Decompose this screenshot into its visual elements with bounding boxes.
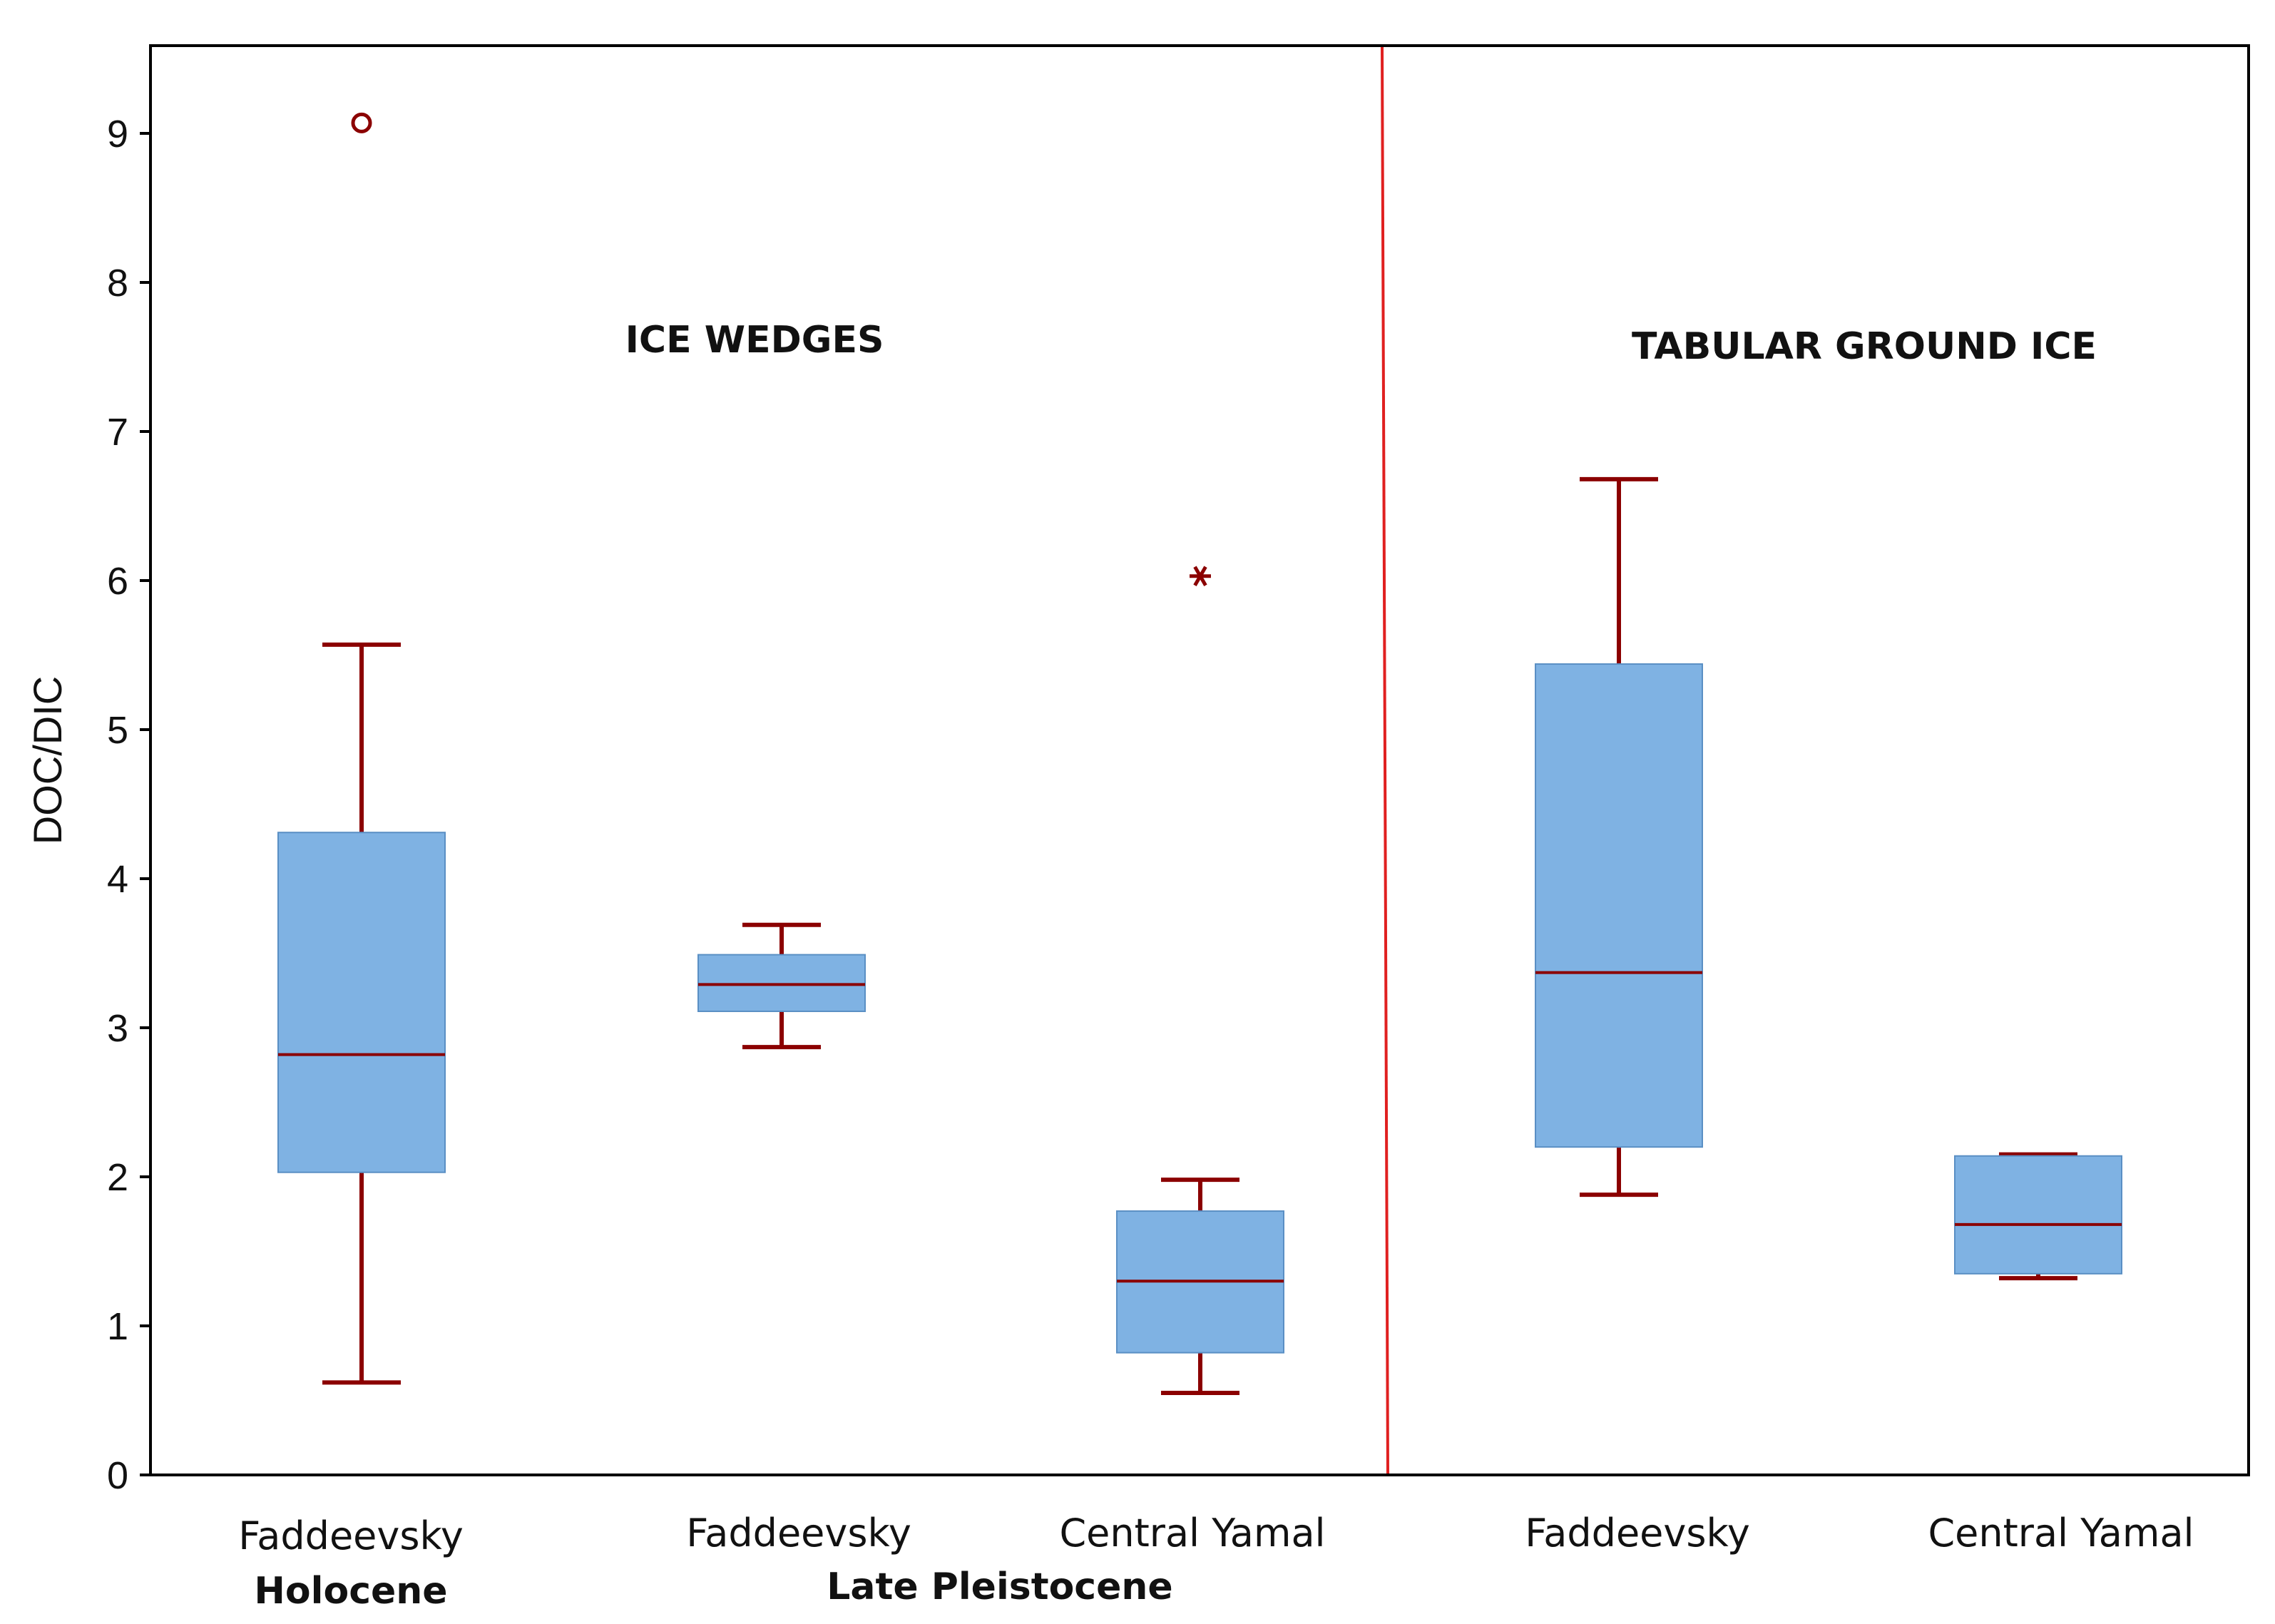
box-1 (277, 112, 446, 1385)
y-tick-label-8: 8 (107, 262, 128, 305)
region-divider-line (1381, 46, 1390, 1474)
y-tick-label-1: 1 (107, 1305, 128, 1348)
box-series (277, 112, 2122, 1396)
region-label-tabular-ground-ice: TABULAR GROUND ICE (1632, 325, 2097, 368)
iqr-box (697, 954, 866, 1013)
extreme-point-1 (1190, 566, 1211, 586)
iqr-box (277, 832, 446, 1173)
y-axis-title: DOC/DIC (25, 676, 70, 844)
box-2 (697, 922, 866, 1050)
box-5 (1954, 1152, 2122, 1281)
y-tick-label-4: 4 (107, 858, 128, 901)
box-4 (1535, 476, 1703, 1197)
category-label-central-yamal-tabular: Central Yamal (1928, 1511, 2194, 1556)
group-label-holocene: Holocene (254, 1570, 447, 1613)
category-label-central-yamal-ice-wedges: Central Yamal (1059, 1511, 1325, 1556)
y-tick-label-2: 2 (107, 1156, 128, 1199)
box-3 (1116, 566, 1284, 1396)
group-label-late-pleistocene: Late Pleistocene (827, 1566, 1172, 1608)
region-label-ice-wedges: ICE WEDGES (625, 319, 884, 362)
y-tick-label-3: 3 (107, 1007, 128, 1050)
y-tick-label-9: 9 (107, 113, 128, 155)
y-tick-label-7: 7 (107, 411, 128, 454)
category-label-faddeevsky-holocene: Faddeevsky (238, 1513, 464, 1558)
asterisk-stroke (1193, 566, 1207, 586)
category-label-faddeevsky-late-pleistocene: Faddeevsky (686, 1511, 911, 1556)
outlier-point-1 (351, 112, 372, 133)
y-axis-ticks: 0 1 2 3 4 5 6 7 8 9 (107, 113, 150, 1497)
y-tick-label-0: 0 (107, 1454, 128, 1497)
y-tick-label-6: 6 (107, 560, 128, 603)
category-label-faddeevsky-tabular: Faddeevsky (1525, 1511, 1750, 1556)
iqr-box (1954, 1155, 2122, 1275)
plot-frame (149, 44, 2250, 1476)
y-tick-label-5: 5 (107, 709, 128, 752)
iqr-box (1535, 663, 1703, 1148)
